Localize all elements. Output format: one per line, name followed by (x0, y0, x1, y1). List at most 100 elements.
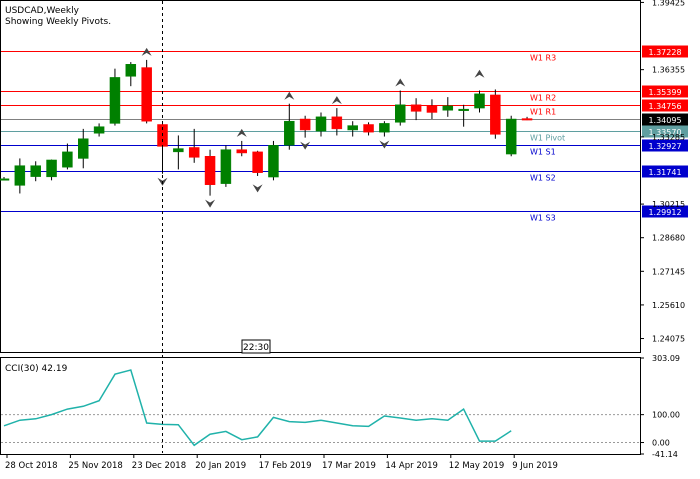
crosshair-time-label: 22:30 (243, 343, 269, 353)
pivot-label-1: W1 R2 (530, 94, 556, 103)
candle-body-8 (125, 64, 137, 77)
cci-tick-label-1: 100.00 (652, 411, 680, 420)
pivot-price-tag-3 (642, 125, 688, 138)
fractal-up-icon-4 (395, 78, 406, 87)
pivot-price-label-2: 1.34756 (648, 102, 681, 111)
candle-body-27 (426, 105, 438, 113)
indicator-frame (0, 357, 641, 455)
candle-body-12 (188, 147, 200, 158)
time-tick-label-8: 9 Jun 2019 (512, 461, 558, 471)
pivot-indicator-note: Showing Weekly Pivots. (5, 17, 111, 27)
candle-body-21 (331, 116, 343, 130)
candle-body-28 (442, 105, 454, 111)
fractal-up-icon-5 (474, 69, 485, 78)
candle-body-33 (521, 118, 533, 121)
cci-title: CCI(30) 42.19 (5, 364, 68, 374)
pivot-label-0: W1 R3 (530, 54, 556, 63)
candle-body-1 (14, 165, 26, 186)
candle-body-13 (204, 155, 216, 185)
candle-body-14 (220, 149, 232, 184)
time-tick-label-0: 28 Oct 2018 (5, 461, 58, 471)
pivot-price-label-0: 1.37228 (648, 48, 681, 57)
price-tick-label-7: 1.24075 (652, 335, 685, 344)
pivot-label-3: W1 Pivot (530, 134, 565, 143)
candle-body-9 (141, 67, 152, 122)
candle-body-16 (252, 151, 263, 173)
pivot-price-label-1: 1.35399 (648, 88, 681, 97)
price-tick-label-0: 1.39425 (652, 0, 685, 7)
fractal-up-icon-1 (236, 128, 247, 137)
pivot-price-tag-5 (642, 165, 688, 178)
time-tick-label-4: 17 Feb 2019 (259, 461, 312, 471)
candle-body-7 (109, 77, 121, 124)
time-tick-label-6: 14 Apr 2019 (385, 461, 438, 471)
pivot-price-tag-1 (642, 85, 688, 98)
crosshair-time-box (241, 339, 271, 354)
candle-body-4 (62, 151, 73, 168)
fractal-up-icon-0 (141, 47, 152, 56)
cci-tick-label-0: 303.09 (652, 354, 680, 363)
pivot-price-tag-4 (642, 139, 688, 152)
candle-body-23 (363, 124, 374, 133)
candle-body-26 (410, 104, 422, 112)
cci-tick-label-3: -41.14 (652, 450, 678, 459)
time-tick-label-3: 20 Jan 2019 (195, 461, 246, 471)
cci-tick-label-2: 0.00 (652, 439, 670, 448)
time-axis: 28 Oct 2018 25 Nov 2018 23 Dec 2018 20 Jan … (5, 454, 558, 471)
time-tick-label-5: 17 Mar 2019 (322, 461, 376, 471)
candle-body-11 (173, 148, 184, 153)
fractal-down-icon-1 (205, 199, 216, 208)
pivot-price-label-5: 1.31741 (648, 168, 681, 177)
candle-body-22 (347, 125, 358, 131)
price-tick-label-4: 1.28680 (652, 234, 685, 243)
pivot-price-label-6: 1.29912 (648, 208, 681, 217)
pivot-label-5: W1 S2 (530, 174, 556, 183)
price-tick-label-1: 1.36355 (652, 66, 685, 75)
pivot-price-label-3: 1.33570 (648, 128, 681, 137)
fractal-down-icon-4 (379, 140, 390, 149)
price-tick-label-2: 1.33285 (652, 133, 685, 142)
price-tick-label-3: 1.30215 (652, 200, 685, 209)
price-tick-label-5: 1.27145 (652, 267, 685, 276)
time-tick-label-7: 12 May 2019 (449, 461, 504, 471)
candle-body-2 (30, 165, 41, 177)
candle-body-17 (268, 145, 279, 178)
candle-body-24 (379, 123, 390, 133)
pivot-label-2: W1 R1 (530, 108, 556, 117)
cci-layer: 303.09 100.00 0.00 -41.14 (1, 354, 680, 459)
price-tick-label-6: 1.25610 (652, 301, 685, 310)
chart-symbol-title: USDCAD,Weekly (5, 6, 80, 16)
pivot-price-tag-0 (642, 45, 688, 58)
candle-body-6 (93, 126, 105, 134)
pivot-label-6: W1 S3 (530, 214, 556, 223)
candle-body-0 (0, 178, 10, 181)
pivot-price-tag-2 (642, 99, 688, 112)
candle-body-3 (46, 159, 57, 178)
fractal-down-icon-3 (300, 141, 311, 150)
fractal-down-icon-2 (252, 184, 263, 193)
time-tick-label-2: 23 Dec 2018 (132, 461, 186, 471)
fractal-up-icon-2 (284, 91, 295, 100)
candle-body-18 (284, 120, 295, 146)
candle-body-29 (458, 108, 469, 111)
candle-body-15 (236, 149, 247, 154)
time-tick-label-1: 25 Nov 2018 (68, 461, 122, 471)
price-axis: 1.39425 1.36355 1.33285 1.30215 1.28680 1.271… (640, 0, 685, 344)
candle-body-20 (315, 116, 327, 132)
pivot-price-label-4: 1.32927 (648, 142, 681, 151)
candle-body-19 (299, 118, 311, 131)
candle-body-31 (490, 94, 501, 135)
candle-body-5 (78, 138, 89, 159)
pivot-lines-layer: W1 R3 1.37228 W1 R2 1.35399 W1 R1 1.34756 W1 P… (1, 45, 688, 223)
current-price-tag (642, 113, 688, 126)
current-price-label: 1.34095 (648, 116, 681, 125)
candles-layer (0, 59, 533, 196)
fractals-layer (141, 47, 485, 208)
candle-body-25 (395, 104, 406, 123)
fractal-up-icon-3 (331, 96, 342, 105)
candle-body-32 (505, 118, 517, 155)
main-chart-frame (0, 0, 641, 353)
pivot-price-tag-6 (642, 205, 688, 218)
